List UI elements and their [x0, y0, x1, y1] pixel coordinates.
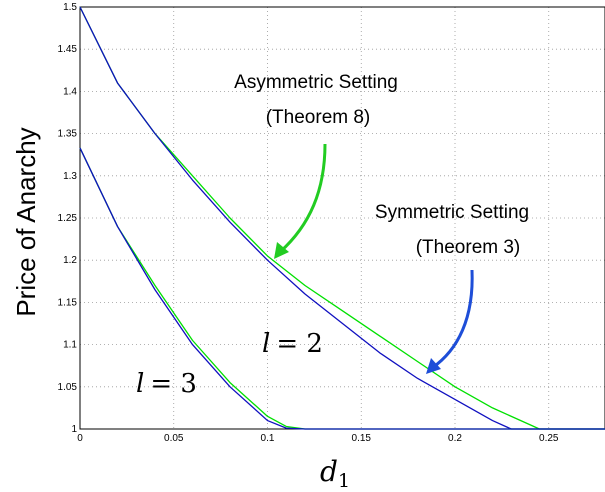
x-axis-label-main: d [320, 455, 338, 488]
x-tick-label: 0.2 [448, 433, 462, 444]
y-tick-label: 1.3 [63, 171, 77, 182]
x-tick-label: 0.05 [164, 433, 184, 444]
y-tick-label: 1.05 [58, 382, 78, 393]
arrowhead-asymmetric [274, 242, 289, 259]
y-tick-label: 1.2 [63, 255, 77, 266]
curve-label-l2: l = 2 [262, 329, 323, 359]
y-axis-label: Price of Anarchy [11, 127, 41, 316]
y-tick-label: 1.35 [58, 129, 78, 140]
y-tick-label: 1.15 [58, 297, 78, 308]
curve-label-l3-var: l [136, 369, 144, 399]
y-tick-label: 1.1 [63, 340, 77, 351]
y-tick-label: 1.25 [58, 213, 78, 224]
series-line-3 [79, 147, 605, 430]
arrowhead-symmetric [426, 358, 441, 374]
curve-label-l2-var: l [262, 329, 270, 359]
x-tick-label: 0 [77, 433, 83, 444]
series-line-0 [79, 6, 605, 430]
y-tick-label: 1.5 [63, 2, 77, 13]
annotation-asymmetric-line2: (Theorem 8) [266, 107, 371, 128]
y-tick-label: 1 [71, 424, 77, 435]
y-tick-label: 1.45 [58, 44, 78, 55]
x-axis-label-subscript: 1 [338, 470, 350, 492]
arrow-asymmetric [278, 143, 327, 254]
annotation-symmetric-line2: (Theorem 3) [416, 237, 521, 258]
series-line-1 [79, 6, 605, 430]
x-axis-label: d1 [320, 455, 350, 492]
annotation-symmetric-line1: Symmetric Setting [375, 202, 529, 223]
curve-label-l2-eq: = 2 [276, 329, 323, 359]
annotation-asymmetric-line1: Asymmetric Setting [234, 72, 398, 93]
x-tick-label: 0.1 [261, 433, 275, 444]
series-layer [79, 6, 605, 430]
tick-labels: 0 0.05 0.1 0.15 0.2 0.25 1 1.05 1.1 1.15 1.2 1.25 1.… [58, 2, 559, 444]
arrow-symmetric [431, 269, 474, 370]
y-tick-label: 1.4 [63, 86, 77, 97]
x-tick-label: 0.25 [539, 433, 559, 444]
curve-label-l3-eq: = 3 [150, 369, 197, 399]
curve-label-l3: l = 3 [136, 369, 197, 399]
x-tick-label: 0.15 [352, 433, 372, 444]
